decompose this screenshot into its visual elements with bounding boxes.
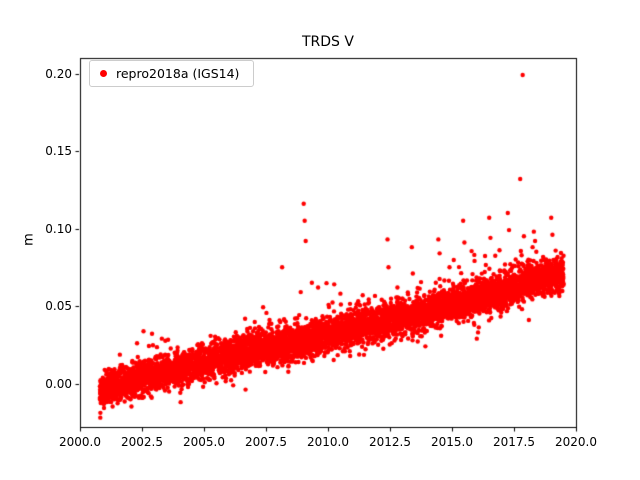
x-tick-label: 2005.0 — [183, 435, 225, 449]
legend-marker-icon — [100, 70, 107, 77]
x-tick-label: 2020.0 — [555, 435, 597, 449]
x-tick-label: 2012.5 — [369, 435, 411, 449]
legend: repro2018a (IGS14) — [89, 60, 255, 87]
x-tick-label: 2000.0 — [59, 435, 101, 449]
chart-title: TRDS V — [302, 34, 354, 50]
y-tick-label: 0.20 — [45, 66, 72, 81]
x-tick-label: 2015.0 — [431, 435, 473, 449]
x-tick-label: 2007.5 — [245, 435, 287, 449]
y-tick-label: 0.00 — [45, 376, 72, 391]
x-tick-label: 2017.5 — [493, 435, 535, 449]
y-tick-label: 0.15 — [45, 144, 72, 159]
x-tick-label: 2010.0 — [307, 435, 349, 449]
legend-label: repro2018a (IGS14) — [116, 66, 240, 81]
y-tick-label: 0.05 — [45, 299, 72, 314]
y-tick-label: 0.10 — [45, 221, 72, 236]
x-tick-label: 2002.5 — [121, 435, 163, 449]
y-axis-label: m — [21, 233, 37, 246]
